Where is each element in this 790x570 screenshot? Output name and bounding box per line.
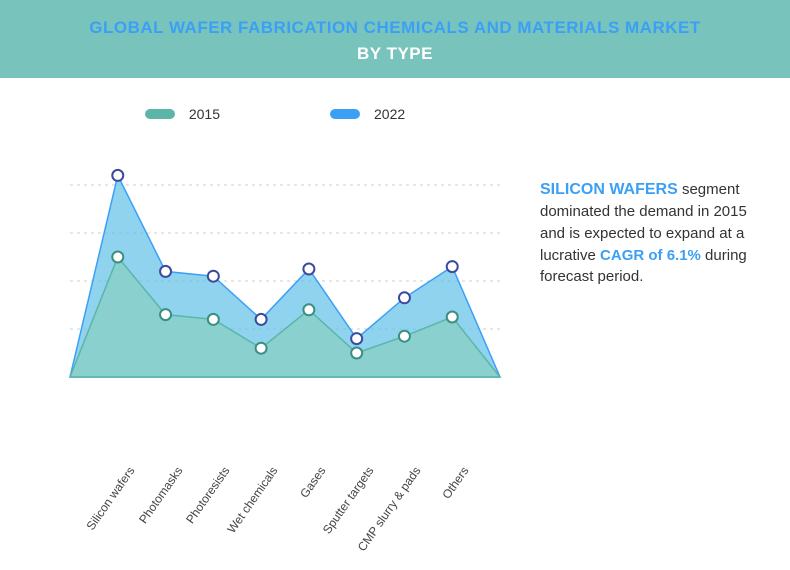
chart-plot (40, 138, 510, 378)
legend-swatch-2015 (145, 109, 175, 119)
title-line2: BY TYPE (0, 44, 790, 64)
content-area: 2015 2022 Silicon wafersPhotomasksPhotor… (0, 78, 790, 508)
legend-label-2022: 2022 (374, 106, 405, 122)
highlight-cagr: CAGR of 6.1% (600, 247, 701, 264)
legend-item-2022: 2022 (330, 106, 405, 122)
legend-swatch-2022 (330, 109, 360, 119)
side-text: SILICON WAFERS segment dominated the dem… (540, 98, 760, 498)
highlight-silicon-wafers: SILICON WAFERS (540, 181, 678, 198)
legend-item-2015: 2015 (145, 106, 220, 122)
x-axis-labels: Silicon wafersPhotomasksPhotoresistsWet … (40, 378, 510, 498)
chart-header: GLOBAL WAFER FABRICATION CHEMICALS AND M… (0, 0, 790, 78)
legend-label-2015: 2015 (189, 106, 220, 122)
title-line1: GLOBAL WAFER FABRICATION CHEMICALS AND M… (0, 18, 790, 38)
legend: 2015 2022 (30, 98, 520, 138)
chart-column: 2015 2022 Silicon wafersPhotomasksPhotor… (30, 98, 520, 498)
area-chart-svg (40, 138, 510, 378)
